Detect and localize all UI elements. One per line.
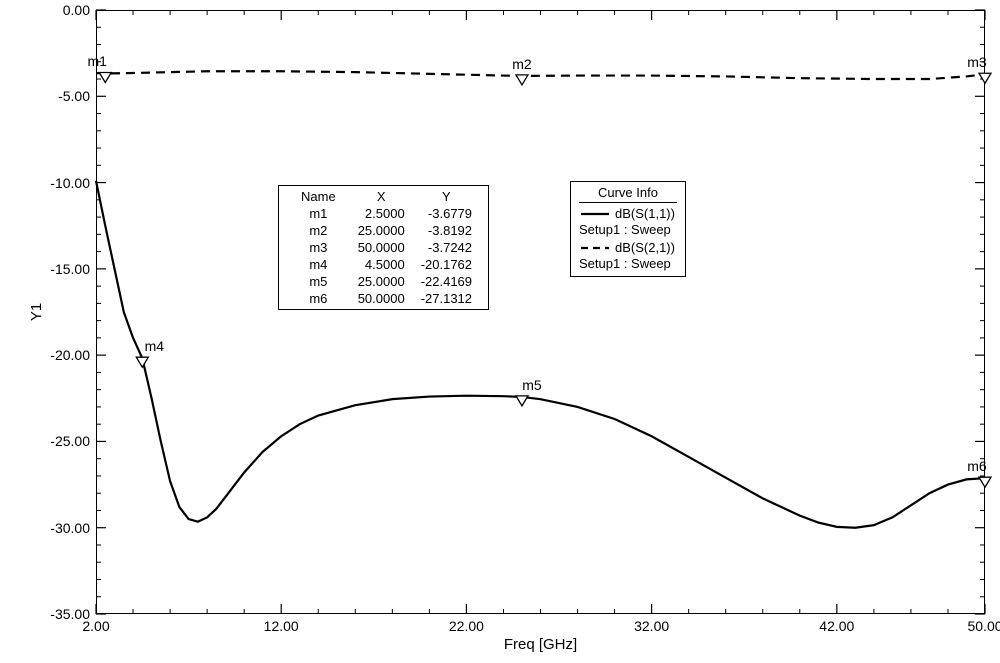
x-tick-label: 2.00 bbox=[82, 618, 109, 634]
marker-table: NameXY m12.5000-3.6779m225.0000-3.8192m3… bbox=[278, 185, 489, 310]
marker-label: m6 bbox=[967, 458, 986, 474]
y-tick-label: -30.00 bbox=[50, 520, 90, 536]
marker-label: m4 bbox=[145, 338, 164, 354]
legend-sublabel: Setup1 : Sweep bbox=[579, 256, 677, 271]
chart-container: 0.00-5.00-10.00-15.00-20.00-25.00-30.00-… bbox=[0, 0, 1000, 663]
y-tick-label: -15.00 bbox=[50, 261, 90, 277]
marker-label: m5 bbox=[522, 377, 541, 393]
legend-title: Curve Info bbox=[579, 185, 677, 203]
y-tick-label: -25.00 bbox=[50, 433, 90, 449]
y-tick-label: 0.00 bbox=[63, 2, 90, 18]
table-row: m225.0000-3.8192 bbox=[287, 222, 480, 239]
table-row: m350.0000-3.7242 bbox=[287, 239, 480, 256]
marker-label: m1 bbox=[88, 53, 107, 69]
x-tick-label: 50.00 bbox=[967, 618, 1000, 634]
table-row: m44.5000-20.1762 bbox=[287, 256, 480, 273]
x-tick-label: 12.00 bbox=[264, 618, 299, 634]
legend-swatch-icon bbox=[581, 241, 609, 255]
legend-label: dB(S(2,1)) bbox=[615, 240, 675, 255]
x-tick-label: 32.00 bbox=[634, 618, 669, 634]
table-header: Name bbox=[287, 188, 350, 205]
x-tick-label: 22.00 bbox=[449, 618, 484, 634]
x-tick-label: 42.00 bbox=[819, 618, 854, 634]
legend-swatch-icon bbox=[581, 207, 609, 221]
marker-label: m3 bbox=[967, 54, 986, 70]
legend-item: dB(S(2,1)) bbox=[579, 239, 677, 256]
plot-area bbox=[96, 10, 985, 614]
table-row: m650.0000-27.1312 bbox=[287, 290, 480, 307]
y-tick-label: -10.00 bbox=[50, 175, 90, 191]
y-tick-label: -20.00 bbox=[50, 347, 90, 363]
table-header: Y bbox=[413, 188, 480, 205]
y-axis-label: Y1 bbox=[28, 303, 45, 321]
legend-sublabel: Setup1 : Sweep bbox=[579, 222, 677, 237]
legend-label: dB(S(1,1)) bbox=[615, 206, 675, 221]
marker-label: m2 bbox=[512, 56, 531, 72]
table-row: m12.5000-3.6779 bbox=[287, 205, 480, 222]
table-header: X bbox=[350, 188, 413, 205]
legend-item: dB(S(1,1)) bbox=[579, 205, 677, 222]
x-axis-label: Freq [GHz] bbox=[504, 636, 577, 653]
table-row: m525.0000-22.4169 bbox=[287, 273, 480, 290]
y-tick-label: -5.00 bbox=[58, 88, 90, 104]
curve-info-legend: Curve Info dB(S(1,1))Setup1 : SweepdB(S(… bbox=[570, 181, 686, 277]
